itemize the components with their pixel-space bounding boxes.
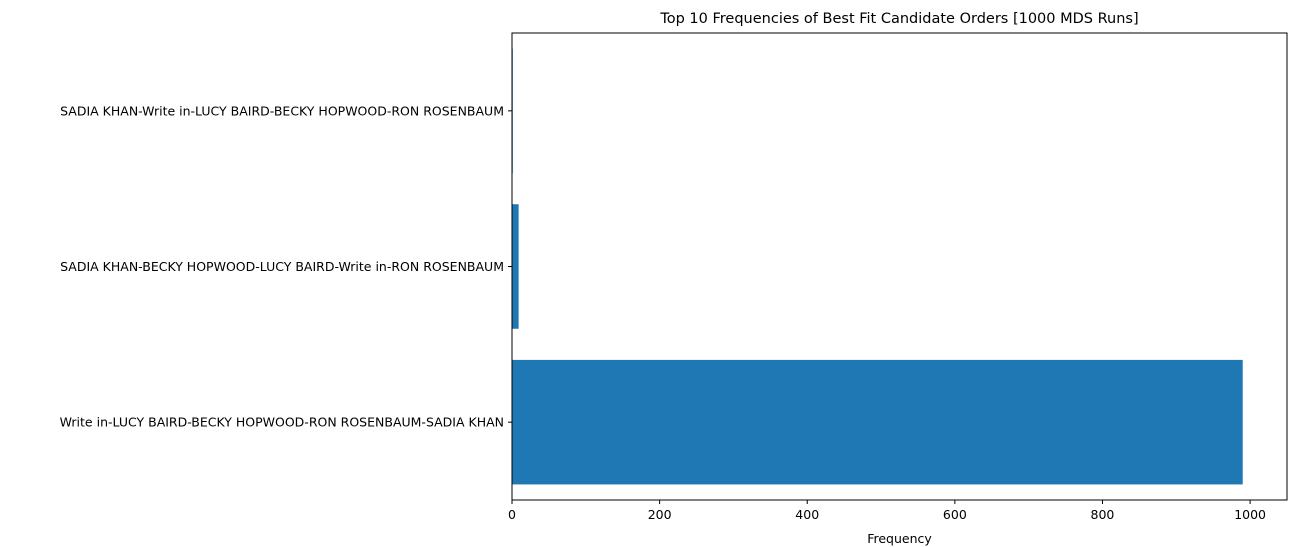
x-tick-label: 600	[943, 507, 967, 522]
y-tick-label: SADIA KHAN-BECKY HOPWOOD-LUCY BAIRD-Writ…	[60, 259, 504, 274]
x-tick-label: 800	[1091, 507, 1115, 522]
x-tick-label: 400	[795, 507, 819, 522]
x-tick-label: 200	[648, 507, 672, 522]
x-tick-label: 0	[508, 507, 516, 522]
y-tick-label: Write in-LUCY BAIRD-BECKY HOPWOOD-RON RO…	[60, 415, 504, 430]
bars-group	[512, 48, 1243, 485]
bar-0	[512, 359, 1243, 485]
x-tick-label: 1000	[1234, 507, 1266, 522]
y-axis-ticks: Write in-LUCY BAIRD-BECKY HOPWOOD-RON RO…	[60, 103, 512, 430]
chart-title: Top 10 Frequencies of Best Fit Candidate…	[659, 11, 1138, 27]
y-tick-label: SADIA KHAN-Write in-LUCY BAIRD-BECKY HOP…	[60, 103, 504, 118]
bar-1	[512, 204, 519, 329]
x-axis-label: Frequency	[867, 531, 932, 546]
x-axis-ticks: 0 200 400 600 800 1000	[508, 500, 1266, 522]
